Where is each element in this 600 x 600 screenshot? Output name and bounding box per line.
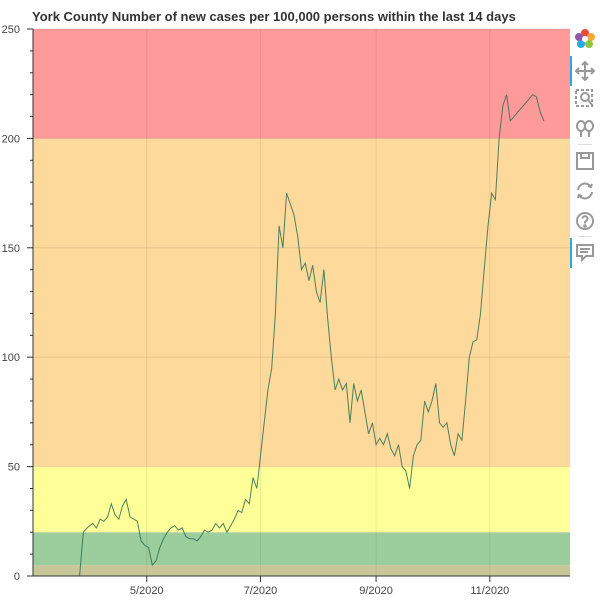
x-tick-label: 7/2020 [244,585,278,597]
threshold-band [33,29,570,139]
series-group [79,93,545,577]
hover-active-indicator [570,238,572,268]
line-chart[interactable]: 0 50 100 150 200 250 5/2020 7/2020 9/2020 11/2020 [0,0,570,600]
box-zoom-icon[interactable] [574,88,596,110]
series-line [79,93,545,577]
hover-icon[interactable] [574,242,596,264]
toolbar-separator [578,236,592,237]
y-tick-label: 0 [14,571,20,583]
y-tick-label: 50 [8,462,20,474]
help-icon[interactable] [574,210,596,232]
reset-icon[interactable] [574,180,596,202]
y-tick-label: 200 [2,133,20,145]
bokeh-logo-icon[interactable] [574,28,596,50]
threshold-band [33,138,570,467]
y-tick-label: 150 [2,243,20,255]
x-tick-label: 5/2020 [130,585,164,597]
axes: 0 50 100 150 200 250 5/2020 7/2020 9/2020 11/2020 [2,24,570,597]
toolbar-separator [578,144,592,145]
pan-active-indicator [570,56,572,86]
x-tick-label: 9/2020 [359,585,393,597]
y-tick-label: 250 [2,24,20,36]
chart-toolbar [570,26,600,276]
chart-title: York County Number of new cases per 100,… [32,9,516,24]
pan-icon[interactable] [574,60,596,82]
threshold-band [33,532,570,566]
threshold-band [33,565,570,576]
y-tick-label: 100 [2,352,20,364]
threshold-band [33,466,570,533]
wheel-zoom-icon[interactable] [574,118,596,140]
threshold-bands [33,29,570,576]
x-tick-label: 11/2020 [470,585,509,597]
save-icon[interactable] [574,150,596,172]
